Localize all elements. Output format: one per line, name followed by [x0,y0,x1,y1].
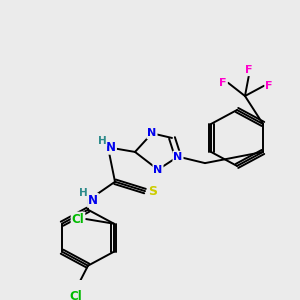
Text: H: H [98,136,106,146]
Text: N: N [153,165,163,175]
Text: N: N [147,128,157,138]
Text: F: F [265,81,273,91]
Text: H: H [79,188,87,198]
Text: N: N [106,141,116,154]
Text: S: S [148,184,158,198]
Text: Cl: Cl [70,290,83,300]
Text: Cl: Cl [72,213,84,226]
Text: N: N [88,194,98,207]
Text: F: F [245,65,253,75]
Text: N: N [173,152,183,162]
Text: F: F [219,78,227,88]
